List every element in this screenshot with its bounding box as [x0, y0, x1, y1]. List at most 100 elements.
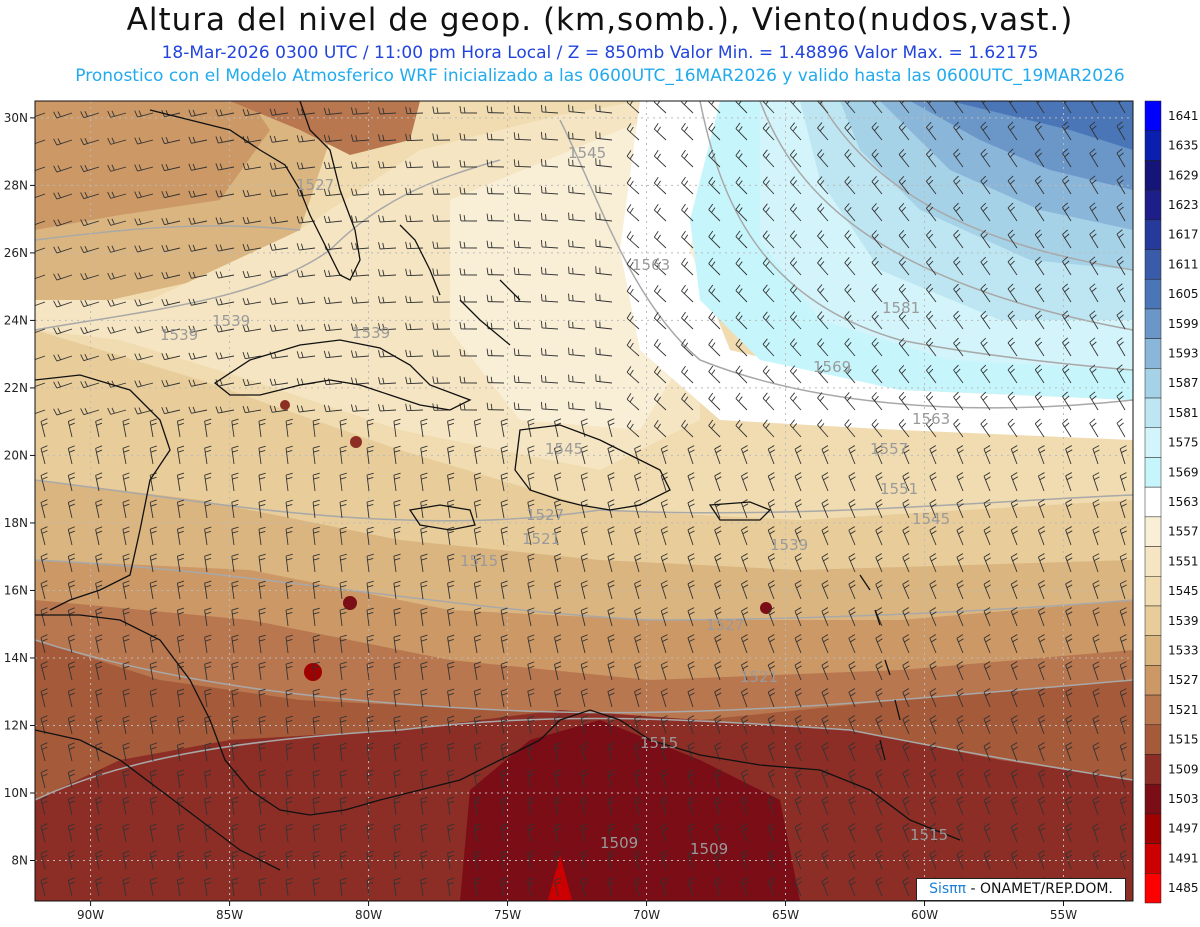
- colorbar-swatch: [1144, 694, 1162, 726]
- lat-tick-label: 10N: [4, 786, 28, 800]
- credit-brand: Sisππ: [929, 881, 967, 897]
- lat-tick-label: 14N: [4, 651, 28, 665]
- contour-label: 1557: [870, 440, 908, 458]
- colorbar-label: 1485: [1168, 881, 1199, 895]
- colorbar-label: 1527: [1168, 673, 1199, 687]
- lat-tick-label: 26N: [4, 246, 28, 260]
- lon-tick-label: 90W: [77, 908, 104, 922]
- map-field: 1545 1527 1563 1539 1539 1539 1581 1569 1563 1545…: [35, 101, 1133, 901]
- lat-tick-label: 12N: [4, 718, 28, 732]
- coastlines: [35, 101, 961, 871]
- lat-tick-label: 30N: [4, 111, 28, 125]
- lon-tick-label: 70W: [633, 908, 660, 922]
- contour-label: 1545: [568, 144, 606, 162]
- contour-label: 1509: [690, 840, 728, 858]
- lon-tick-label: 60W: [911, 908, 938, 922]
- contour-label: 1551: [880, 480, 918, 498]
- colorbar-swatch: [1144, 130, 1162, 161]
- valid-time-subtitle: 18-Mar-2026 0300 UTC / 11:00 pm Hora Loc…: [161, 43, 1039, 63]
- wind-barbs: [35, 101, 1127, 897]
- colorbar-label: 1557: [1168, 525, 1199, 539]
- colorbar-swatch: [1144, 397, 1162, 428]
- colorbar: 1641 1635 1629 1623 1617 1611 1605 1599 1593 1587…: [1144, 100, 1199, 904]
- colorbar-label: 1497: [1168, 822, 1199, 836]
- contour-label: 1545: [912, 510, 950, 528]
- colorbar-swatch: [1144, 724, 1162, 755]
- colorbar-swatch: [1144, 189, 1162, 221]
- contour-label: 1581: [882, 299, 920, 317]
- contour-label: 1539: [212, 312, 250, 330]
- colorbar-swatch: [1144, 635, 1162, 666]
- colorbar-swatch: [1144, 576, 1162, 607]
- colorbar-label: 1623: [1168, 198, 1199, 212]
- colorbar-label: 1563: [1168, 495, 1199, 509]
- colorbar-swatch: [1144, 160, 1162, 191]
- lat-tick-label: 8N: [11, 853, 28, 867]
- colorbar-label: 1635: [1168, 139, 1199, 153]
- colorbar-label: 1503: [1168, 792, 1199, 806]
- contour-label: 1527: [296, 176, 334, 194]
- model-run-subtitle: Pronostico con el Modelo Atmosferico WRF…: [75, 66, 1125, 86]
- colorbar-swatch: [1144, 783, 1162, 815]
- credit-text: - ONAMET/REP.DOM.: [966, 881, 1113, 897]
- colorbar-label: 1539: [1168, 614, 1199, 628]
- colorbar-label: 1569: [1168, 465, 1199, 479]
- contour-label: 1527: [526, 506, 564, 524]
- colorbar-swatch: [1144, 278, 1162, 310]
- colorbar-swatch: [1144, 457, 1162, 488]
- contour-label: 1539: [352, 324, 390, 342]
- lat-tick-label: 16N: [4, 583, 28, 597]
- contour-label: 1521: [740, 668, 778, 686]
- colorbar-label: 1587: [1168, 376, 1199, 390]
- colorbar-swatch: [1144, 813, 1162, 844]
- colorbar-swatch: [1144, 249, 1162, 280]
- colorbar-label: 1629: [1168, 168, 1199, 182]
- contour-label: 1515: [460, 552, 498, 570]
- lon-tick-label: 80W: [355, 908, 382, 922]
- contour-label: 1521: [522, 530, 560, 548]
- colorbar-swatch: [1144, 100, 1162, 131]
- colorbar-swatch: [1144, 873, 1162, 904]
- colorbar-label: 1617: [1168, 228, 1199, 242]
- colorbar-label: 1581: [1168, 406, 1199, 420]
- contour-label: 1515: [910, 826, 948, 844]
- credit-box: Sisππ - ONAMET/REP.DOM.: [916, 878, 1126, 901]
- lat-tick-label: 18N: [4, 516, 28, 530]
- contour-label: 1527: [706, 616, 744, 634]
- contour-label: 1569: [813, 358, 851, 376]
- colorbar-label: 1575: [1168, 436, 1199, 450]
- colorbar-label: 1521: [1168, 703, 1199, 717]
- colorbar-label: 1605: [1168, 287, 1199, 301]
- map-frame: [34, 100, 1134, 902]
- colorbar-swatch: [1144, 427, 1162, 458]
- contour-label: 1515: [640, 734, 678, 752]
- colorbar-label: 1641: [1168, 109, 1199, 123]
- colorbar-label: 1515: [1168, 733, 1199, 747]
- colorbar-swatch: [1144, 338, 1162, 369]
- colorbar-label: 1545: [1168, 584, 1199, 598]
- colorbar-label: 1611: [1168, 257, 1199, 271]
- colorbar-swatch: [1144, 665, 1162, 696]
- colorbar-swatch: [1144, 308, 1162, 339]
- colorbar-label: 1491: [1168, 851, 1199, 865]
- contour-label: 1563: [632, 256, 670, 274]
- lon-tick-label: 85W: [216, 908, 243, 922]
- lon-tick-label: 55W: [1050, 908, 1077, 922]
- contour-label: 1539: [770, 536, 808, 554]
- chart-title: Altura del nivel de geop. (km,somb.), Vi…: [126, 2, 1074, 38]
- colorbar-swatch: [1144, 368, 1162, 399]
- colorbar-swatch: [1144, 219, 1162, 250]
- lat-tick-label: 24N: [4, 313, 28, 327]
- lon-tick-label: 75W: [494, 908, 521, 922]
- contour-label: 1509: [600, 834, 638, 852]
- colorbar-swatch: [1144, 516, 1162, 547]
- colorbar-label: 1599: [1168, 317, 1199, 331]
- lat-tick-label: 20N: [4, 448, 28, 462]
- colorbar-swatch: [1144, 486, 1162, 518]
- colorbar-swatch: [1144, 546, 1162, 577]
- contour-label: 1563: [912, 410, 950, 428]
- colorbar-label: 1593: [1168, 346, 1199, 360]
- contour-label: 1539: [160, 326, 198, 344]
- contour-label: 1545: [545, 440, 583, 458]
